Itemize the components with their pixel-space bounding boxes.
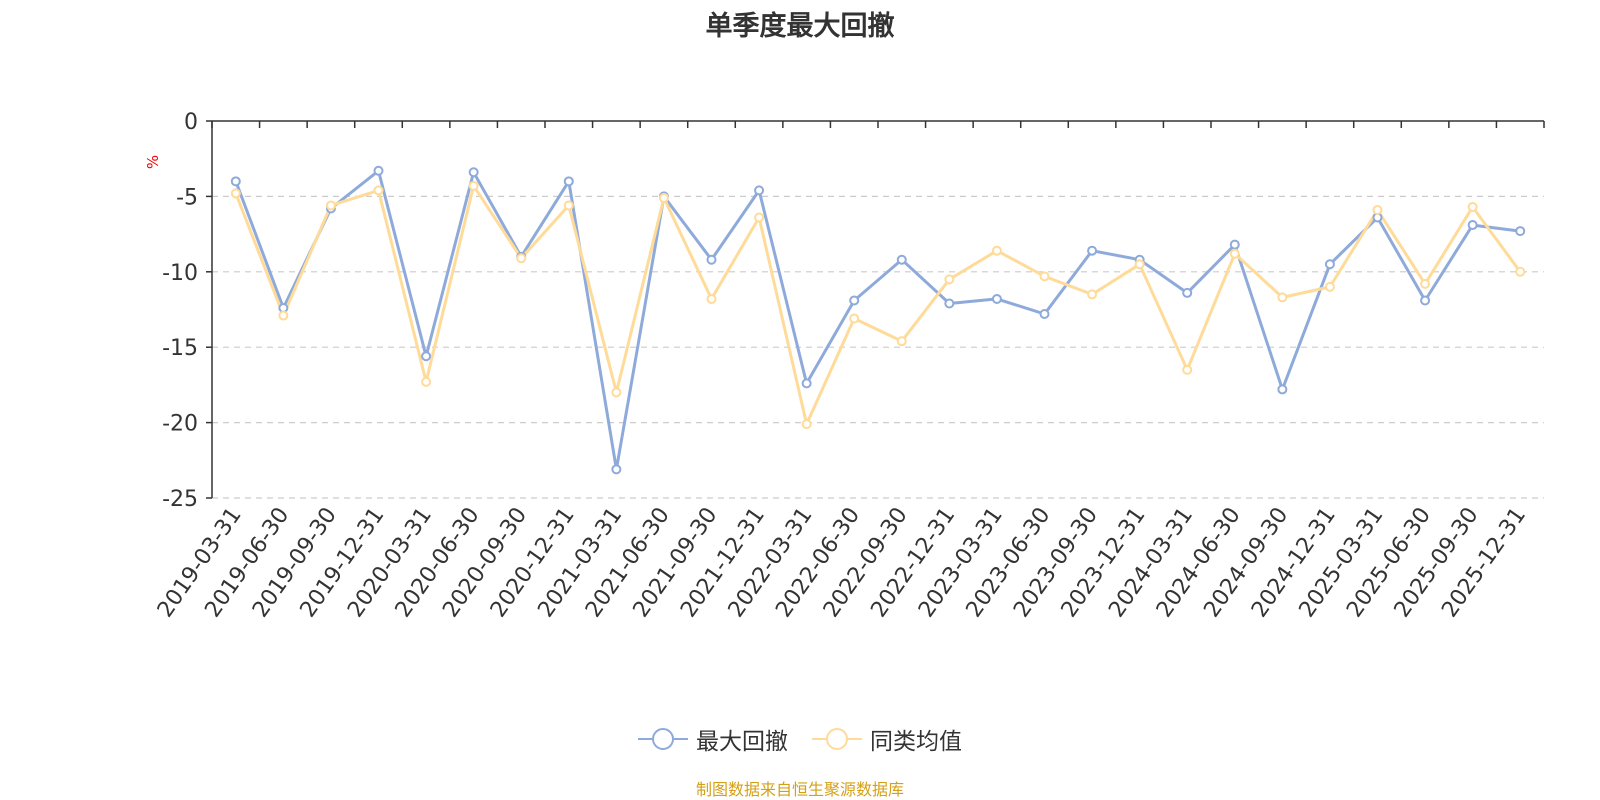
- data-point: [1515, 266, 1526, 277]
- data-point: [754, 185, 765, 196]
- data-point: [1229, 248, 1240, 259]
- data-point: [1182, 287, 1193, 298]
- data-point: [563, 200, 574, 211]
- axes: [206, 120, 1545, 499]
- data-point: [849, 295, 860, 306]
- data-point: [373, 185, 384, 196]
- y-axis-label: %: [144, 155, 162, 169]
- data-point: [1039, 309, 1050, 320]
- data-point: [1420, 295, 1431, 306]
- data-point: [944, 274, 955, 285]
- data-point: [1372, 204, 1383, 215]
- data-point: [1229, 239, 1240, 250]
- data-point: [991, 245, 1002, 256]
- y-tick-label: -20: [162, 412, 198, 437]
- y-tick-label: -5: [176, 185, 198, 210]
- data-point: [801, 378, 812, 389]
- data-point: [1134, 259, 1145, 270]
- legend-label: 最大回撤: [696, 729, 788, 755]
- data-point: [896, 336, 907, 347]
- data-point: [1467, 220, 1478, 231]
- data-point: [896, 254, 907, 265]
- series-line-2: [234, 184, 1522, 426]
- grid-lines: [212, 195, 1544, 499]
- legend-marker: [652, 728, 674, 750]
- data-point: [1420, 278, 1431, 289]
- legend: 最大回撤 同类均值: [0, 722, 1600, 756]
- data-point: [944, 298, 955, 309]
- data-point: [611, 387, 622, 398]
- data-point: [1087, 245, 1098, 256]
- data-point: [991, 293, 1002, 304]
- data-point: [1324, 281, 1335, 292]
- y-tick-label: -10: [162, 261, 198, 286]
- legend-marker: [826, 728, 848, 750]
- data-point: [658, 192, 669, 203]
- data-point: [421, 376, 432, 387]
- y-tick-label: -15: [162, 336, 198, 361]
- y-tick-label: 0: [184, 110, 198, 135]
- data-point: [468, 167, 479, 178]
- data-point: [563, 176, 574, 187]
- legend-item[interactable]: 同类均值: [812, 722, 962, 756]
- legend-item[interactable]: 最大回撤: [638, 722, 788, 756]
- data-point: [1467, 201, 1478, 212]
- data-point: [468, 180, 479, 191]
- data-point: [516, 253, 527, 264]
- data-point: [1277, 384, 1288, 395]
- data-point: [1324, 259, 1335, 270]
- data-point: [849, 313, 860, 324]
- data-point: [801, 419, 812, 430]
- legend-swatch: [812, 728, 862, 750]
- data-point: [325, 200, 336, 211]
- legend-label: 同类均值: [870, 729, 962, 755]
- legend-swatch: [638, 728, 688, 750]
- data-point: [706, 293, 717, 304]
- source-note: 制图数据来自恒生聚源数据库: [695, 780, 904, 799]
- tick-labels: 0-5-10-15-20-25%2019-03-312019-06-302019…: [144, 110, 1531, 622]
- data-point: [611, 464, 622, 475]
- y-tick-label: -25: [162, 487, 198, 512]
- data-point: [1039, 271, 1050, 282]
- data-point: [1087, 289, 1098, 300]
- data-point: [1182, 364, 1193, 375]
- data-point: [373, 165, 384, 176]
- series-line-1: [234, 169, 1521, 471]
- data-point: [421, 351, 432, 362]
- data-point: [706, 254, 717, 265]
- data-point: [278, 310, 289, 321]
- chart-title: 单季度最大回撤: [705, 11, 895, 42]
- data-point: [754, 212, 765, 223]
- series-lines: [230, 165, 1526, 475]
- data-point: [230, 176, 241, 187]
- data-point: [230, 188, 241, 199]
- data-point: [1277, 292, 1288, 303]
- data-point: [1515, 226, 1526, 237]
